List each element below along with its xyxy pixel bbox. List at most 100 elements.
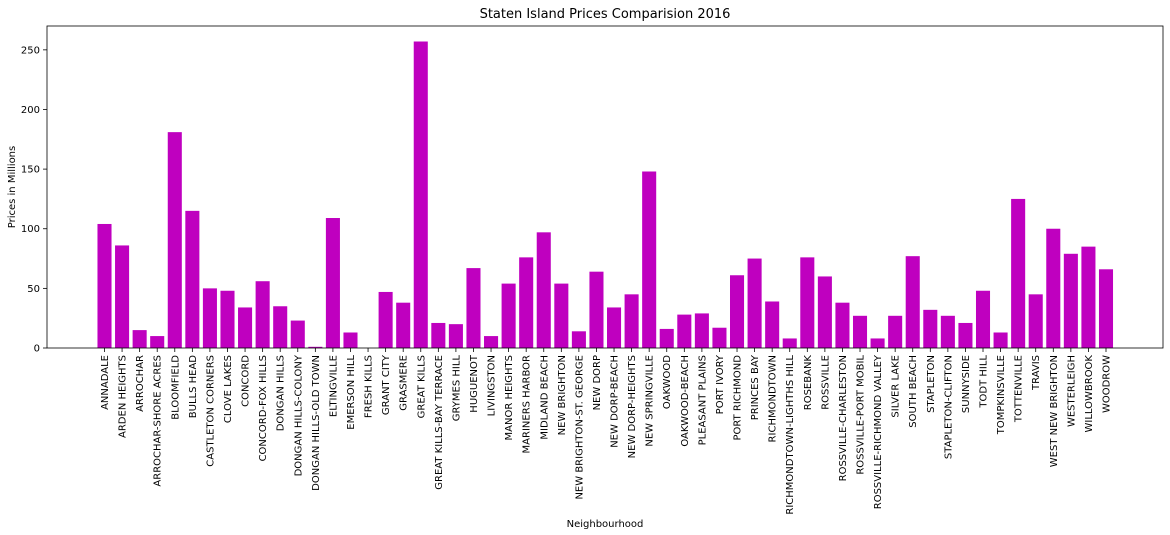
bar xyxy=(273,306,288,348)
bar xyxy=(1046,228,1061,348)
x-tick-label: DONGAN HILLS xyxy=(276,355,287,431)
bar xyxy=(343,332,358,348)
bar xyxy=(466,268,481,348)
bar xyxy=(1028,294,1043,348)
x-tick-label: OAKWOOD xyxy=(662,355,673,409)
bar xyxy=(800,257,815,348)
bar xyxy=(448,324,463,348)
y-axis: 0 50 100 150 200 250 xyxy=(21,45,47,355)
bar xyxy=(835,302,850,348)
x-tick-label: TODT HILL xyxy=(979,355,990,409)
bar xyxy=(220,290,235,348)
x-tick-label: SUNNYSIDE xyxy=(961,355,972,413)
x-tick-label: PORT IVORY xyxy=(715,354,726,414)
bars-group xyxy=(97,41,1114,349)
bar xyxy=(729,275,745,348)
x-tick-label: EMERSON HILL xyxy=(346,355,357,430)
x-tick-label: GREAT KILLS xyxy=(416,355,427,418)
x-tick-label: ARROCHAR-SHORE ACRES xyxy=(153,355,164,487)
x-tick-label: FRESH KILLS xyxy=(364,355,375,418)
x-tick-label: BULLS HEAD xyxy=(188,355,199,419)
x-tick-label: TRAVIS xyxy=(1031,355,1042,391)
x-tick-label: CONCORD-FOX HILLS xyxy=(258,355,269,461)
x-tick-label: RICHMONDTOWN xyxy=(768,355,779,442)
bar xyxy=(308,346,323,348)
x-tick-label: DONGAN HILLS-OLD TOWN xyxy=(311,355,322,491)
x-tick-label: BLOOMFIELD xyxy=(170,355,181,420)
y-tick-label: 250 xyxy=(21,45,40,56)
bar xyxy=(888,315,903,348)
bar xyxy=(396,302,411,348)
x-tick-label: ROSEBANK xyxy=(803,355,814,411)
bar xyxy=(431,322,446,348)
bar xyxy=(238,307,253,348)
x-tick-label: WEST NEW BRIGHTON xyxy=(1049,355,1060,467)
x-tick-label: MANOR HEIGHTS xyxy=(504,355,515,440)
x-axis: ANNADALE ARDEN HEIGHTS ARROCHAR ARROCHAR-SH… xyxy=(100,348,1113,515)
x-tick-label: DONGAN HILLS-COLONY xyxy=(293,354,304,476)
x-tick-label: NEW BRIGHTON-ST. GEORGE xyxy=(574,355,585,500)
bar xyxy=(132,330,147,348)
x-tick-label: ROSSVILLE xyxy=(820,355,831,410)
bar xyxy=(150,336,165,348)
bar xyxy=(870,338,885,348)
bar xyxy=(290,320,305,348)
y-tick-label: 0 xyxy=(34,344,40,355)
bar xyxy=(484,336,499,348)
y-axis-label: Prices in Millions xyxy=(7,146,18,229)
x-tick-label: ROSSVILLE-PORT MOBIL xyxy=(856,355,867,475)
bar xyxy=(378,291,393,348)
bar xyxy=(413,41,428,349)
bar xyxy=(97,223,112,348)
x-tick-label: WILLOWBROOK xyxy=(1084,355,1095,433)
bar xyxy=(325,218,340,348)
y-tick-label: 50 xyxy=(27,284,40,295)
x-tick-label: HUGUENOT xyxy=(469,354,480,413)
x-tick-label: PORT RICHMOND xyxy=(733,355,744,441)
y-tick-label: 200 xyxy=(21,105,40,116)
x-tick-label: GRANT CITY xyxy=(381,354,392,415)
x-tick-label: TOTTENVILLE xyxy=(1014,355,1025,423)
bar xyxy=(923,309,938,348)
x-tick-label: CONCORD xyxy=(241,355,252,407)
bar xyxy=(1063,253,1078,348)
x-tick-label: WOODROW xyxy=(1102,355,1113,413)
x-axis-label: Neighbourhood xyxy=(567,519,644,530)
bar xyxy=(167,132,182,348)
x-tick-label: ROSSVILLE-RICHMOND VALLEY xyxy=(873,354,884,509)
bar xyxy=(501,283,516,348)
bar xyxy=(958,322,973,348)
x-tick-label: SOUTH BEACH xyxy=(908,355,919,428)
bar xyxy=(712,327,727,348)
x-tick-label: MIDLAND BEACH xyxy=(539,355,550,440)
x-tick-label: WESTERLEIGH xyxy=(1066,355,1077,427)
bar xyxy=(624,294,639,348)
x-tick-label: STAPLETON-CLIFTON xyxy=(943,355,954,459)
y-tick-label: 150 xyxy=(21,165,40,176)
bar xyxy=(817,276,832,348)
bar xyxy=(255,281,270,348)
bar xyxy=(659,328,674,348)
x-tick-label: LIVINGSTON xyxy=(487,355,498,416)
bar xyxy=(1098,269,1114,348)
bar xyxy=(747,258,762,348)
x-tick-label: ANNADALE xyxy=(100,355,111,410)
x-tick-label: TOMPKINSVILLE xyxy=(996,355,1007,435)
x-tick-label: PRINCES BAY xyxy=(750,354,761,420)
x-tick-label: NEW DORP xyxy=(592,355,603,410)
bar xyxy=(765,301,780,348)
x-tick-label: GREAT KILLS-BAY TERRACE xyxy=(434,355,445,490)
bar xyxy=(940,315,955,348)
bar xyxy=(1081,246,1096,348)
x-tick-label: OAKWOOD-BEACH xyxy=(680,355,691,447)
bar xyxy=(536,232,551,348)
x-tick-label: NEW DORP-BEACH xyxy=(610,355,621,448)
x-tick-label: MARINERS HARBOR xyxy=(522,355,533,454)
x-tick-label: NEW DORP-HEIGHTS xyxy=(627,355,638,458)
bar xyxy=(905,256,920,348)
bar xyxy=(993,332,1008,348)
x-tick-label: ROSSVILLE-CHARLESTON xyxy=(838,355,849,481)
x-tick-label: NEW SPRINGVILLE xyxy=(645,355,656,447)
